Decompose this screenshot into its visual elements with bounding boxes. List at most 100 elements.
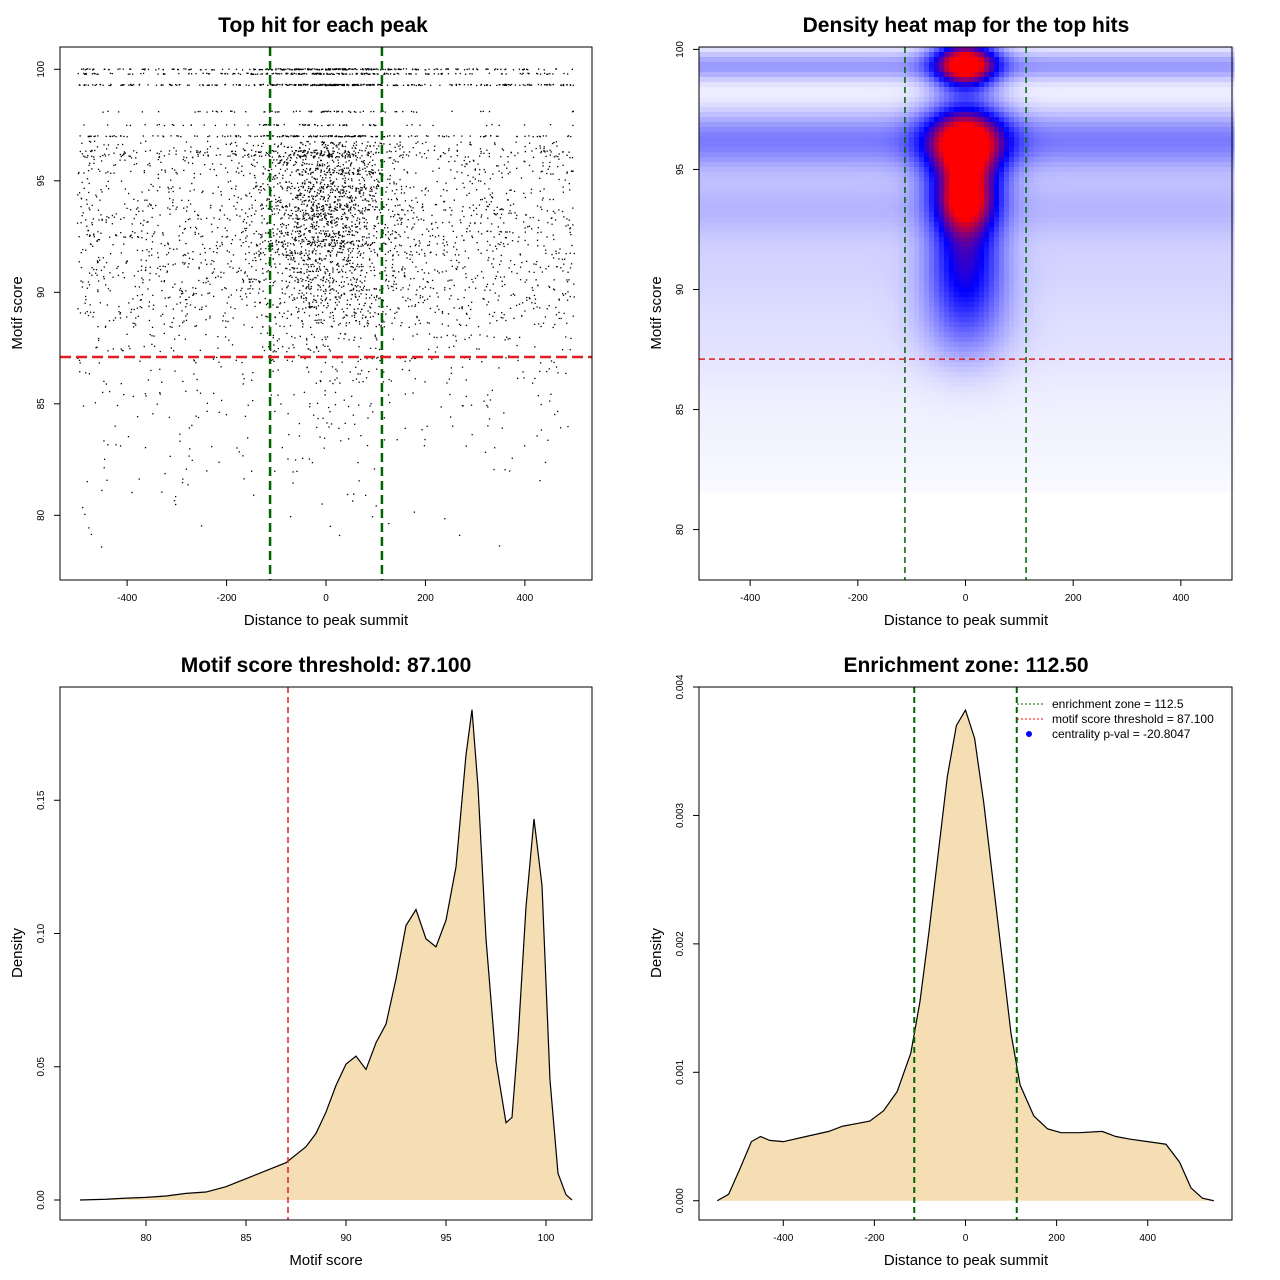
scatter-point [380,84,382,86]
scatter-point [227,320,229,323]
scatter-point [96,146,99,148]
scatter-point [414,304,417,306]
scatter-point [397,254,400,256]
scatter-point [460,141,462,143]
scatter-point [299,231,302,233]
scatter-point [409,360,411,362]
scatter-point [331,142,334,144]
scatter-point [207,155,209,157]
scatter-point [255,243,258,246]
scatter-point [488,72,491,74]
scatter-point [180,293,183,295]
scatter-point [374,334,376,336]
scatter-point [289,269,291,271]
scatter-point [136,294,139,297]
scatter-point [389,178,391,180]
scatter-point [307,285,310,287]
scatter-point [78,359,81,362]
scatter-point [385,280,387,282]
scatter-point [365,377,368,379]
scatter-point [374,274,376,277]
scatter-point [469,161,471,163]
scatter-point [336,304,338,306]
scatter-point [434,236,437,238]
scatter-point [316,163,319,165]
scatter-point [324,144,327,146]
scatter-point [322,210,324,212]
scatter-point [362,192,365,194]
scatter-point [342,178,344,180]
scatter-point [327,69,329,71]
scatter-point [252,259,254,262]
scatter-point [361,236,364,238]
scatter-point [431,358,433,360]
scatter-point [124,159,126,161]
scatter-point [447,73,450,75]
scatter-point [356,156,358,159]
scatter-point [416,315,418,318]
scatter-point [381,169,383,171]
scatter-point [371,172,373,174]
scatter-point [322,198,324,201]
scatter-point [370,135,372,138]
scatter-point [562,294,565,296]
scatter-point [494,143,496,146]
scatter-point [298,173,300,175]
scatter-point [343,256,346,259]
scatter-point [281,241,284,243]
scatter-point [276,233,278,235]
scatter-point [324,272,327,275]
scatter-point [408,326,410,328]
scatter-point [353,308,356,310]
scatter-point [268,231,270,234]
scatter-point [251,326,253,329]
scatter-point [342,249,344,251]
scatter-point [361,150,363,152]
scatter-point [346,307,348,310]
scatter-point [494,277,497,280]
scatter-point [340,84,342,86]
scatter-point [389,143,391,146]
scatter-point [423,219,425,221]
scatter-point [297,208,299,210]
scatter-point [298,354,300,357]
scatter-point [277,145,280,147]
scatter-point [533,323,536,326]
scatter-point [249,172,251,175]
scatter-point [362,380,364,383]
scatter-point [362,161,364,163]
scatter-point [312,238,315,241]
scatter-point [120,135,122,137]
scatter-point [292,164,295,166]
scatter-point [395,197,398,200]
scatter-point [329,168,331,170]
scatter-point [172,286,174,288]
scatter-point [328,185,330,187]
scatter-point [246,195,248,197]
scatter-point [259,302,261,304]
scatter-point [490,200,492,203]
scatter-point [294,337,296,339]
scatter-point [305,168,308,170]
scatter-point [294,240,296,242]
scatter-point [451,279,453,281]
scatter-point [246,235,248,237]
scatter-point [119,317,122,319]
scatter-point [194,226,197,228]
scatter-point [342,223,344,225]
scatter-point [349,135,351,138]
scatter-point [452,334,454,336]
scatter-point [324,110,326,112]
scatter-point [461,308,463,310]
scatter-point [389,308,391,311]
scatter-point [293,226,296,228]
scatter-point [185,220,187,223]
scatter-point [299,235,301,237]
scatter-point [529,217,531,219]
scatter-point [251,73,254,75]
scatter-point [403,169,405,171]
scatter-point [407,136,410,138]
scatter-point [298,233,300,235]
scatter-point [461,135,463,137]
scatter-point [158,153,161,155]
